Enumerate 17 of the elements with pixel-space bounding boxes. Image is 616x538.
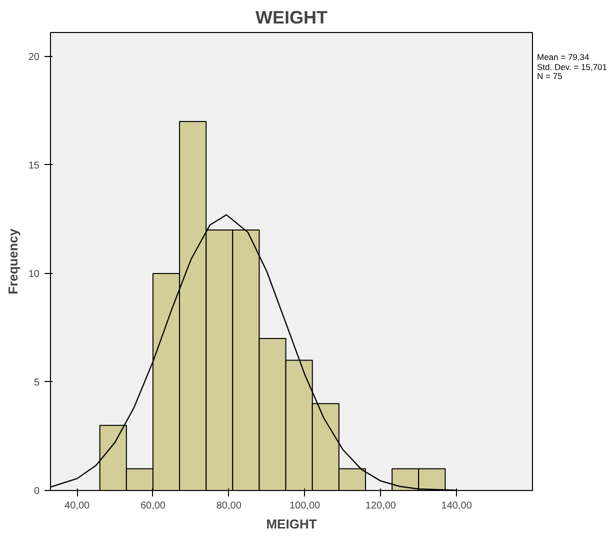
text: N = 75	[537, 71, 562, 81]
x-tick-label: 140,00	[441, 500, 472, 512]
y-tick-label: 15	[28, 160, 40, 172]
text: Std. Dev. = 15,701	[537, 62, 608, 72]
y-tick-label: 10	[28, 268, 40, 280]
x-tick-label: 120,00	[365, 500, 396, 512]
x-tick-label: 60,00	[140, 500, 166, 512]
x-axis-title: MEIGHT	[266, 516, 317, 532]
y-axis-title: Frequency	[5, 228, 20, 294]
chart-title: WEIGHT	[256, 8, 328, 28]
y-tick-label: 0	[34, 486, 40, 497]
x-tick-label: 80,00	[216, 500, 242, 512]
y-tick-label: 5	[34, 377, 40, 388]
x-tick-label: 40,00	[64, 500, 90, 512]
x-tick-label: 100,00	[289, 500, 321, 512]
y-tick-label: 20	[28, 52, 40, 63]
text: Mean = 79,34	[537, 52, 590, 62]
